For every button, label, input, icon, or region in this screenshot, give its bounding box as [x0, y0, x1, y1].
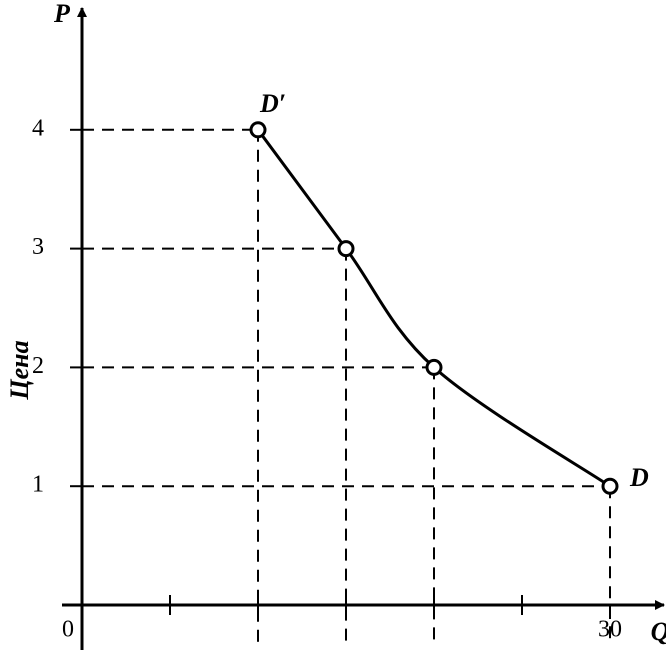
data-point — [249, 121, 267, 139]
x-axis-label: Q — [651, 617, 666, 646]
y-tick-label: 2 — [32, 353, 44, 379]
y-axis-title: Цена — [5, 340, 34, 400]
x-tick-label: 0 — [62, 617, 74, 643]
y-axis-label: P — [53, 0, 71, 28]
y-tick-label: 3 — [32, 234, 44, 260]
y-tick-label: 1 — [32, 472, 44, 498]
annotation: D′ — [259, 89, 286, 118]
data-point — [337, 240, 355, 258]
annotation: D — [629, 463, 649, 492]
data-point — [425, 358, 443, 376]
demand-curve — [256, 128, 611, 488]
y-tick-label: 4 — [32, 115, 44, 141]
data-point — [601, 477, 619, 495]
